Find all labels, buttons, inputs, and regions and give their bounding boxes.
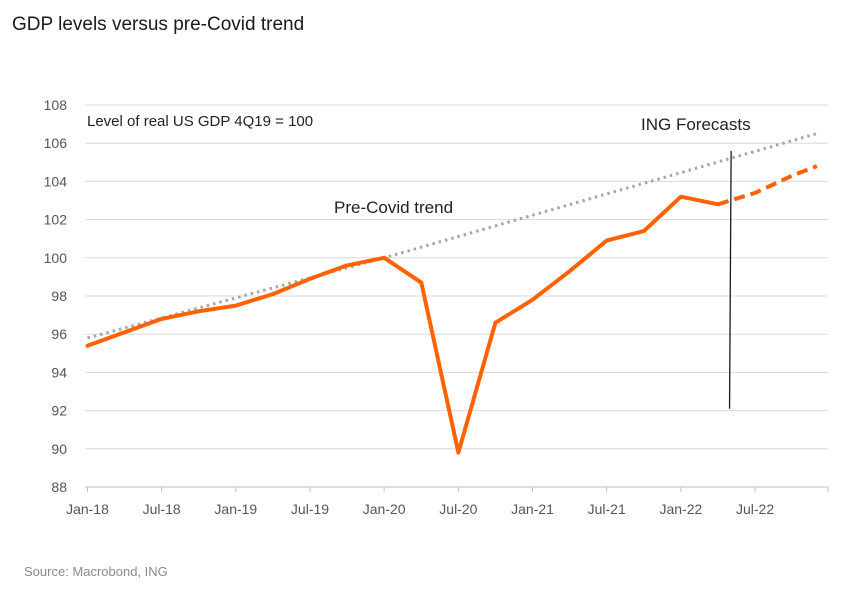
series-lines bbox=[85, 132, 818, 455]
y-tick-label-96: 96 bbox=[51, 326, 67, 342]
y-tick-label-94: 94 bbox=[51, 364, 67, 380]
trend-annotation: Pre-Covid trend bbox=[334, 198, 453, 217]
forecast-annotation: ING Forecasts bbox=[641, 115, 751, 134]
y-tick-label-102: 102 bbox=[44, 212, 68, 228]
x-tick-label-Jan-20: Jan-20 bbox=[363, 501, 406, 517]
x-tick-label-Jul-18: Jul-18 bbox=[143, 501, 181, 517]
x-tick-label-Jan-19: Jan-19 bbox=[214, 501, 257, 517]
y-tick-label-108: 108 bbox=[44, 97, 68, 113]
series-line-solid bbox=[85, 194, 720, 455]
x-tick-label-Jan-22: Jan-22 bbox=[659, 501, 702, 517]
axes: 88 90 92 94 96 98 100 102 104 106 108 Jan-18 Jul-18 J… bbox=[44, 97, 829, 517]
x-tick-label-Jul-19: Jul-19 bbox=[291, 501, 329, 517]
y-tick-label-106: 106 bbox=[44, 135, 68, 151]
y-tick-label-104: 104 bbox=[44, 173, 68, 189]
gridlines bbox=[85, 104, 828, 450]
x-tick-label-Jan-21: Jan-21 bbox=[511, 501, 554, 517]
series-line-dashed bbox=[717, 164, 818, 207]
chart-title: GDP levels versus pre-Covid trend bbox=[12, 14, 305, 35]
source-note: Source: Macrobond, ING bbox=[24, 564, 168, 579]
y-tick-label-100: 100 bbox=[44, 250, 68, 266]
series-line-dotted bbox=[87, 132, 818, 340]
x-tick-label-Jan-18: Jan-18 bbox=[66, 501, 109, 517]
x-tick-label-Jul-20: Jul-20 bbox=[439, 501, 477, 517]
y-tick-label-90: 90 bbox=[51, 441, 67, 457]
y-tick-label-88: 88 bbox=[51, 479, 67, 495]
chart-subtitle: Level of real US GDP 4Q19 = 100 bbox=[87, 113, 313, 130]
y-tick-label-98: 98 bbox=[51, 288, 67, 304]
forecast-divider-line bbox=[728, 150, 732, 409]
x-tick-label-Jul-22: Jul-22 bbox=[736, 501, 774, 517]
y-tick-label-92: 92 bbox=[51, 403, 67, 419]
x-tick-label-Jul-21: Jul-21 bbox=[588, 501, 626, 517]
